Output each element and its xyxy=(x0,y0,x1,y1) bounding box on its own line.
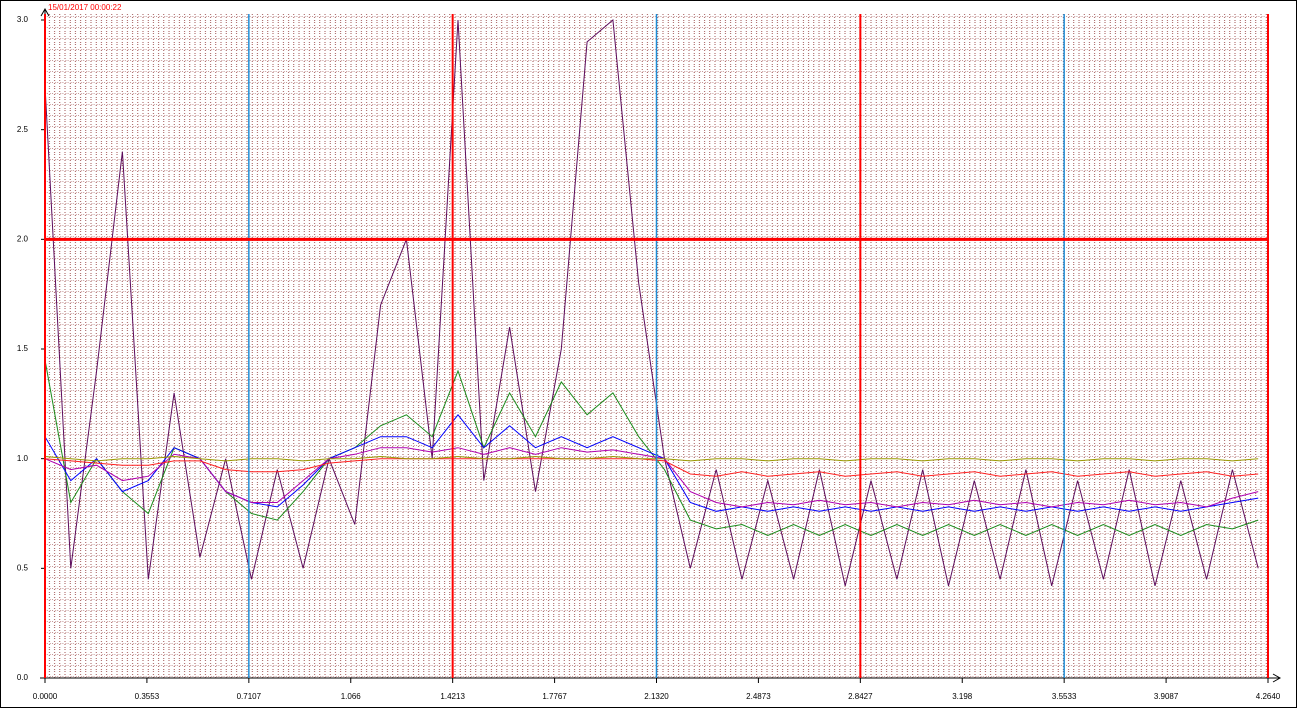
x-tick-label: 3.198 xyxy=(952,692,973,701)
x-tick-label: 1.4213 xyxy=(440,692,465,701)
y-tick-label: 3.0 xyxy=(17,15,29,24)
series-line xyxy=(45,19,1259,587)
y-tick-label: 1.5 xyxy=(17,344,29,353)
y-tick-label: 1.0 xyxy=(17,454,29,463)
y-tick-label: 2.0 xyxy=(17,234,29,243)
x-tick-label: 1.7767 xyxy=(542,692,567,701)
x-tick-label: 2.8427 xyxy=(848,692,873,701)
series-line xyxy=(45,447,1259,508)
y-tick-label: 2.5 xyxy=(17,125,29,134)
series-line xyxy=(45,458,1259,477)
x-tick-label: 1.066 xyxy=(341,692,362,701)
x-tick-label: 0.0000 xyxy=(33,692,58,701)
x-tick-label: 4.2640 xyxy=(1256,692,1281,701)
x-tick-label: 0.3553 xyxy=(135,692,160,701)
x-tick-label: 0.7107 xyxy=(237,692,262,701)
x-tick-label: 2.4873 xyxy=(746,692,771,701)
y-tick-label: 0.0 xyxy=(17,673,29,682)
y-tick-label: 0.5 xyxy=(17,563,29,572)
series-line xyxy=(45,455,1259,462)
x-tick-label: 3.5533 xyxy=(1052,692,1077,701)
x-tick-label: 3.9087 xyxy=(1154,692,1179,701)
timestamp: 15/01/2017 00:00:22 xyxy=(48,3,122,12)
x-tick-label: 2.1320 xyxy=(644,692,669,701)
